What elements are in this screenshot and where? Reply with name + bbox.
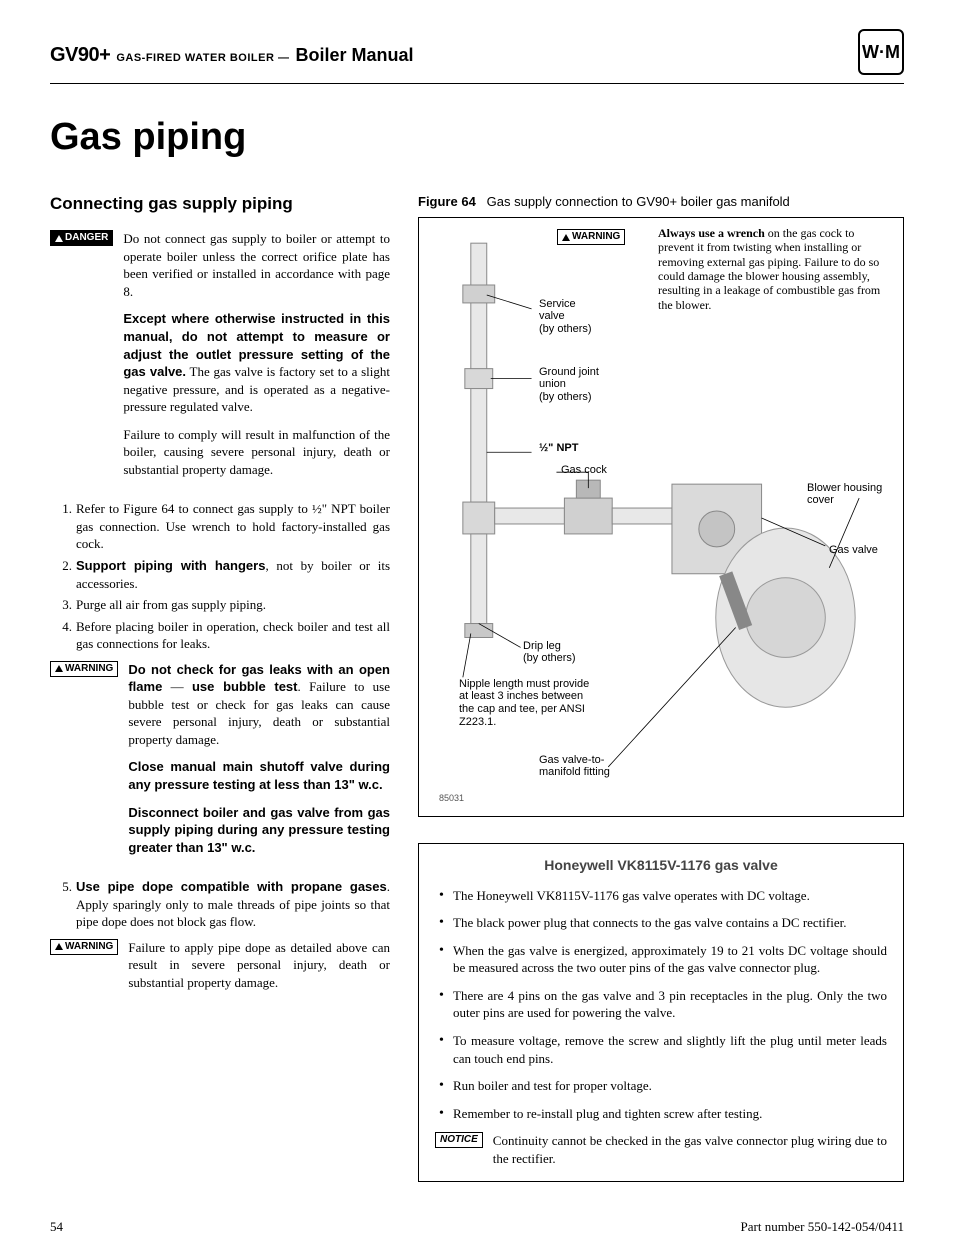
- danger-label-icon: DANGER: [50, 230, 113, 246]
- label-gas-cock: Gas cock: [561, 464, 607, 477]
- left-column: Connecting gas supply piping DANGER Do n…: [50, 193, 390, 1182]
- info-b7: Remember to re-install plug and tighten …: [435, 1105, 887, 1123]
- step-2-bold: Support piping with hangers: [76, 558, 265, 573]
- label-service-valve: Service valve (by others): [539, 298, 592, 336]
- warning-body-1: Do not check for gas leaks with an open …: [128, 661, 390, 866]
- section-heading: Connecting gas supply piping: [50, 193, 390, 216]
- figure-caption-text: Gas supply connection to GV90+ boiler ga…: [487, 194, 790, 209]
- figure-image-number: 85031: [439, 792, 464, 804]
- figure-number: Figure 64: [418, 194, 476, 209]
- warning-label-text: WARNING: [65, 942, 113, 952]
- step-4: Before placing boiler in operation, chec…: [50, 618, 390, 653]
- part-number: Part number 550-142-054/0411: [741, 1218, 904, 1236]
- info-title: Honeywell VK8115V-1176 gas valve: [435, 856, 887, 875]
- warning-label-icon: WARNING: [50, 661, 118, 677]
- step-2: Support piping with hangers, not by boil…: [50, 557, 390, 592]
- page-title: Gas piping: [50, 112, 904, 163]
- info-list: The Honeywell VK8115V-1176 gas valve ope…: [435, 887, 887, 1122]
- step-5-bold: Use pipe dope compatible with propane ga…: [76, 879, 387, 894]
- triangle-icon: [55, 235, 63, 242]
- content-columns: Connecting gas supply piping DANGER Do n…: [50, 193, 904, 1182]
- label-gas-valve: Gas valve: [829, 544, 878, 557]
- figure-caption: Figure 64 Gas supply connection to GV90+…: [418, 193, 904, 211]
- figure-diagram: WARNING Always use a wrench on the gas c…: [427, 226, 895, 810]
- info-b5: To measure voltage, remove the screw and…: [435, 1032, 887, 1067]
- warning-callout-2: WARNING Failure to apply pipe dope as de…: [50, 939, 390, 1002]
- page-header: GV90+ gas-fired water boiler — Boiler Ma…: [50, 35, 904, 84]
- label-npt: ½" NPT: [539, 442, 578, 455]
- info-b2: The black power plug that connects to th…: [435, 914, 887, 932]
- right-column: Figure 64 Gas supply connection to GV90+…: [418, 193, 904, 1182]
- manual-title: Boiler Manual: [295, 43, 413, 67]
- notice-label-icon: NOTICE: [435, 1132, 483, 1148]
- triangle-icon: [55, 665, 63, 672]
- warning-body-2: Failure to apply pipe dope as detailed a…: [128, 939, 390, 1002]
- figure-box: WARNING Always use a wrench on the gas c…: [418, 217, 904, 817]
- warn1-p3: Disconnect boiler and gas valve from gas…: [128, 804, 390, 857]
- page-footer: 54 Part number 550-142-054/0411: [50, 1218, 904, 1236]
- danger-p2: Except where otherwise instructed in thi…: [123, 310, 390, 415]
- danger-p3: Failure to comply will result in malfunc…: [123, 426, 390, 479]
- step-1: Refer to Figure 64 to connect gas supply…: [50, 500, 390, 553]
- notice-text: Continuity cannot be checked in the gas …: [493, 1132, 887, 1167]
- warn1-p1b: —: [162, 679, 192, 694]
- danger-body: Do not connect gas supply to boiler or a…: [123, 230, 390, 488]
- warn1-p2: Close manual main shutoff valve during a…: [128, 758, 390, 793]
- label-ground-joint: Ground joint union (by others): [539, 366, 599, 404]
- triangle-icon: [55, 943, 63, 950]
- header-left: GV90+ gas-fired water boiler — Boiler Ma…: [50, 42, 414, 69]
- page-number: 54: [50, 1218, 63, 1236]
- info-b3: When the gas valve is energized, approxi…: [435, 942, 887, 977]
- danger-label-text: DANGER: [65, 233, 108, 243]
- warn1-p1c: use bubble test: [192, 679, 298, 694]
- logo-text: W·M: [862, 40, 900, 64]
- warning-label-text: WARNING: [65, 664, 113, 674]
- product-name: GV90+: [50, 42, 110, 69]
- info-box: Honeywell VK8115V-1176 gas valve The Hon…: [418, 843, 904, 1182]
- warn1-p1: Do not check for gas leaks with an open …: [128, 661, 390, 749]
- info-b1: The Honeywell VK8115V-1176 gas valve ope…: [435, 887, 887, 905]
- label-nipple: Nipple length must provide at least 3 in…: [459, 678, 589, 729]
- info-b6: Run boiler and test for proper voltage.: [435, 1077, 887, 1095]
- danger-p1: Do not connect gas supply to boiler or a…: [123, 230, 390, 300]
- brand-logo-icon: W·M: [858, 29, 904, 75]
- steps-list-2: Use pipe dope compatible with propane ga…: [50, 878, 390, 931]
- warn2: Failure to apply pipe dope as detailed a…: [128, 939, 390, 992]
- label-drip-leg: Drip leg (by others): [523, 640, 576, 665]
- label-fitting: Gas valve-to- manifold fitting: [539, 754, 610, 779]
- warning-label-icon: WARNING: [50, 939, 118, 955]
- danger-callout: DANGER Do not connect gas supply to boil…: [50, 230, 390, 488]
- steps-list: Refer to Figure 64 to connect gas supply…: [50, 500, 390, 652]
- step-3: Purge all air from gas supply piping.: [50, 596, 390, 614]
- step-5: Use pipe dope compatible with propane ga…: [50, 878, 390, 931]
- warning-callout-1: WARNING Do not check for gas leaks with …: [50, 661, 390, 866]
- info-b4: There are 4 pins on the gas valve and 3 …: [435, 987, 887, 1022]
- notice-label-text: NOTICE: [440, 1135, 478, 1145]
- product-subtitle: gas-fired water boiler —: [116, 51, 289, 66]
- label-blower: Blower housing cover: [807, 482, 882, 507]
- notice-callout: NOTICE Continuity cannot be checked in t…: [435, 1132, 887, 1167]
